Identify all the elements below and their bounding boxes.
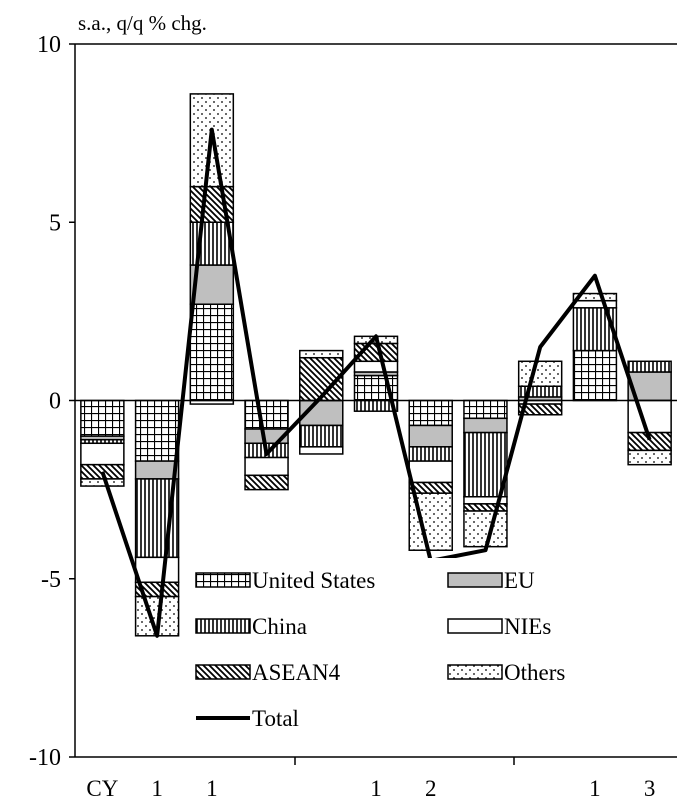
y-tick-label: -10 (29, 745, 61, 771)
bar-segment-nies (353, 360, 399, 373)
bar-segment-china (572, 307, 618, 352)
bar-segment-united-states (463, 399, 508, 420)
legend-item-nies: NIEs (447, 614, 551, 639)
legend-label: Total (252, 706, 299, 731)
bar-segment-asean4 (244, 474, 289, 491)
legend-label: NIEs (504, 614, 551, 639)
bar-segment-others (627, 449, 672, 466)
bar-segment-united-states (408, 399, 453, 427)
total-line (100, 127, 652, 638)
y-tick-label: 5 (49, 210, 61, 236)
legend-label: EU (504, 568, 535, 593)
y-tick-label: 10 (37, 32, 61, 58)
legend: United States EU China NIEs ASEAN4 Others Tota… (188, 558, 596, 738)
x-tick-label: 1 (206, 776, 218, 801)
bar-segment-china (463, 431, 508, 498)
legend-swatch (195, 664, 251, 680)
bar-segment-nies (408, 460, 453, 484)
bar-segment-asean4 (463, 503, 508, 512)
y-tick-label: -5 (41, 567, 61, 593)
bar-segment-united-states (80, 399, 125, 437)
bar-segment-asean4 (517, 403, 563, 416)
legend-item-asean4: ASEAN4 (195, 660, 341, 685)
legend-swatch (447, 664, 503, 680)
x-tick-label: 1 (370, 776, 382, 801)
legend-swatch (195, 618, 251, 634)
bar-segment-united-states (189, 303, 235, 402)
legend-label: United States (252, 568, 375, 593)
bar-segment-others (80, 478, 125, 487)
y-axis-label: s.a., q/q % chg. (78, 11, 207, 35)
bar-segment-china (627, 360, 672, 373)
x-tick-label: CY (86, 776, 118, 801)
legend-item-china: China (195, 614, 307, 639)
bar-segment-nies (572, 299, 618, 309)
legend-label: ASEAN4 (252, 660, 341, 685)
bar-segment-nies (244, 456, 289, 477)
legend-label: China (252, 614, 307, 639)
bar-segment-nies (80, 442, 125, 466)
bar-segment-eu (463, 417, 508, 434)
bar-segment-others (517, 360, 563, 387)
x-tick-label: 1 (151, 776, 163, 801)
legend-item-others: Others (447, 660, 565, 685)
bar-segment-eu (134, 460, 180, 480)
legend-swatch (195, 572, 251, 588)
bar-segment-nies (134, 556, 180, 584)
bar-segment-united-states (134, 399, 180, 462)
legend-swatch (447, 572, 503, 588)
bar-segment-others (189, 93, 235, 188)
legend-item-total: Total (196, 706, 299, 731)
legend-swatch (447, 618, 503, 634)
bar-segment-china (408, 446, 453, 462)
bar-segment-china (299, 424, 344, 448)
bar-segment-nies (627, 399, 672, 434)
x-tick-label: 3 (644, 776, 656, 801)
bar-segment-others (299, 349, 344, 359)
bar-segment-eu (408, 424, 453, 448)
bar-segment-united-states (244, 399, 289, 430)
y-tick-label: 0 (49, 389, 61, 415)
bar-segment-others (572, 292, 618, 302)
legend-item-eu: EU (447, 568, 535, 593)
legend-background (188, 558, 596, 738)
x-tick-label: 2 (425, 776, 437, 801)
x-tick-label: 1 (589, 776, 601, 801)
bar-segment-nies (299, 446, 344, 455)
legend-label: Others (504, 660, 565, 685)
bar-segment-united-states (572, 349, 618, 402)
bar-segment-others (463, 510, 508, 548)
legend-item-united-states: United States (195, 568, 375, 593)
